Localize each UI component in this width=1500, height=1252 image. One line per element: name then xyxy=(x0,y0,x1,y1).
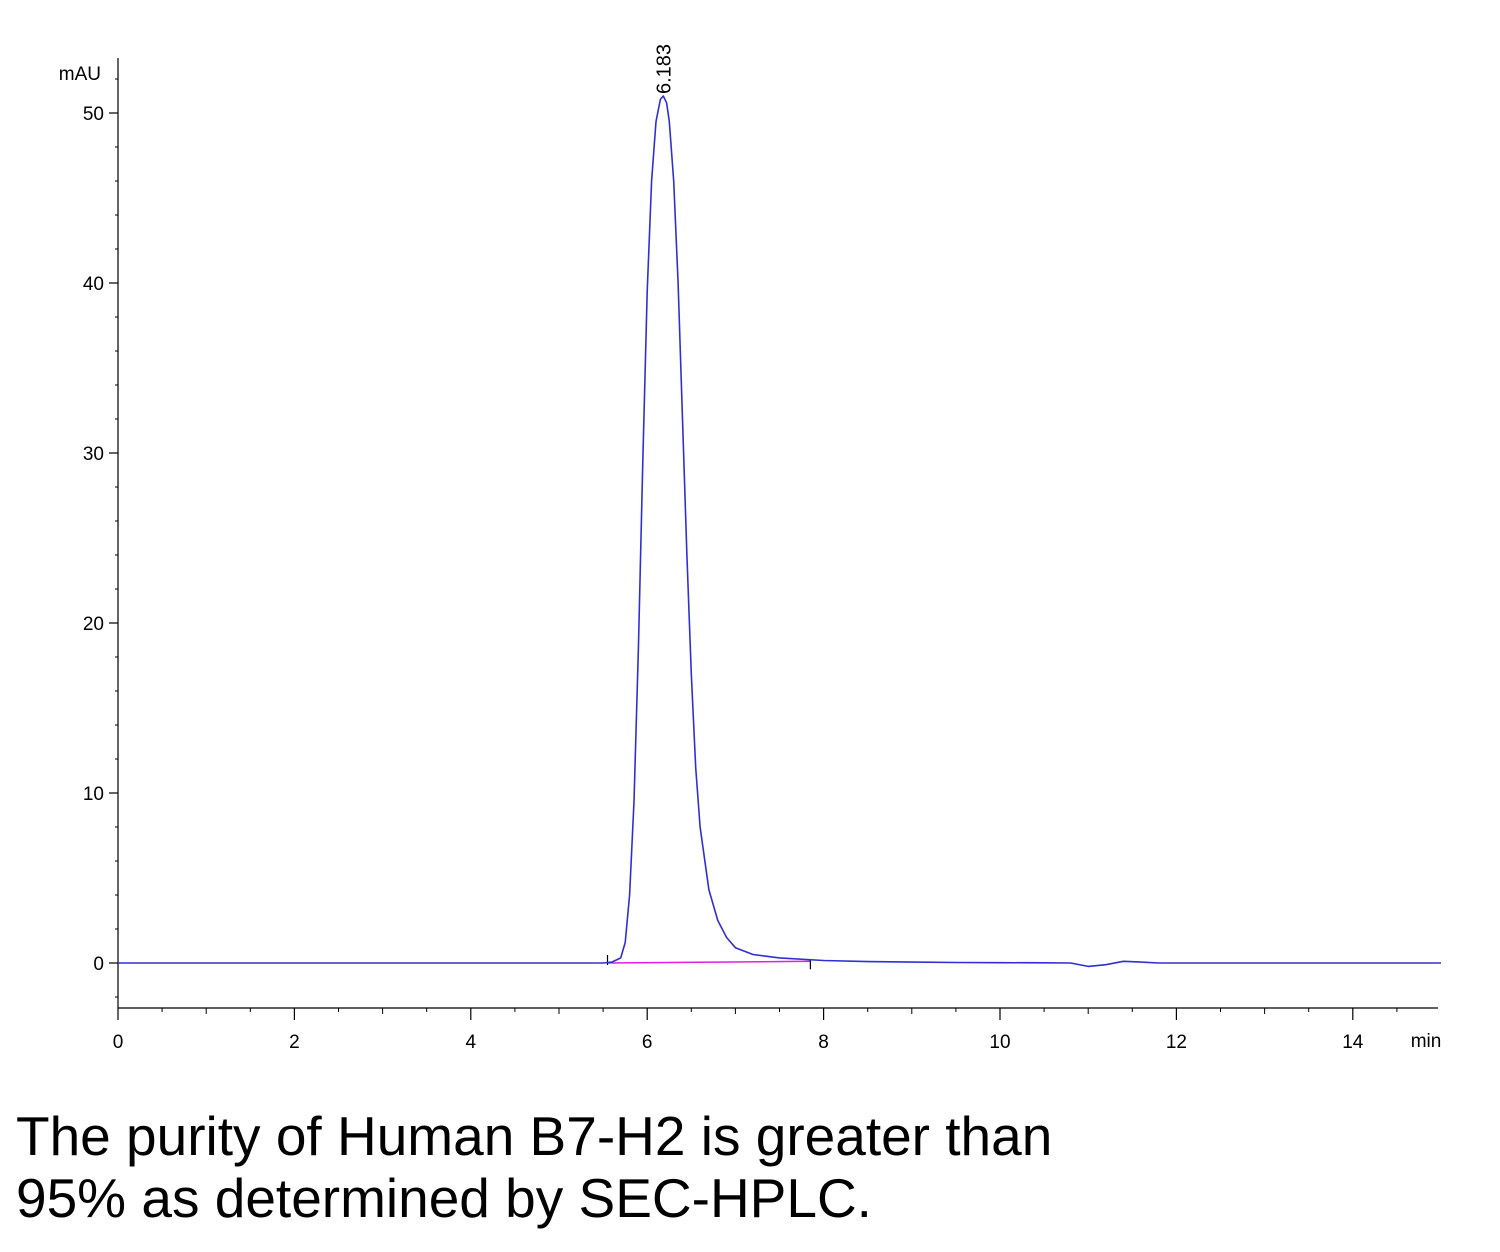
x-tick-label: 14 xyxy=(1342,1032,1364,1053)
y-axis: 0 10 20 30 40 50 xyxy=(83,58,119,1008)
y-tick-label: 40 xyxy=(83,274,104,295)
caption-line-1: The purity of Human B7-H2 is greater tha… xyxy=(16,1105,1053,1167)
x-tick-label: 8 xyxy=(818,1032,829,1053)
peak-retention-label: 6.183 xyxy=(653,44,675,94)
y-axis-unit-label: mAU xyxy=(59,64,101,85)
x-axis: 0 2 4 6 8 10 12 14 xyxy=(113,1007,1438,1053)
y-tick-label: 0 xyxy=(93,954,104,975)
x-tick-label: 6 xyxy=(642,1032,653,1053)
y-tick-label: 50 xyxy=(83,104,104,125)
caption-line-2: 95% as determined by SEC-HPLC. xyxy=(16,1167,872,1229)
x-tick-label: 2 xyxy=(289,1032,300,1053)
y-tick-label: 20 xyxy=(83,614,104,635)
plot-area: 6.183 xyxy=(118,44,1441,970)
chromatogram-chart: 0 10 20 30 40 50 0 2 4 6 8 10 12 14 6.183 mAU min xyxy=(59,44,1442,1053)
x-tick-label: 4 xyxy=(466,1032,477,1053)
x-tick-label: 12 xyxy=(1166,1032,1187,1053)
chromatogram-trace xyxy=(118,95,1441,968)
x-tick-label: 0 xyxy=(113,1032,124,1053)
x-tick-label: 10 xyxy=(989,1032,1010,1053)
purity-caption: The purity of Human B7-H2 is greater tha… xyxy=(16,1105,1486,1229)
x-axis-unit-label: min xyxy=(1411,1031,1442,1052)
y-tick-label: 30 xyxy=(83,444,104,465)
y-tick-label: 10 xyxy=(83,784,104,805)
integration-baseline xyxy=(607,960,811,964)
